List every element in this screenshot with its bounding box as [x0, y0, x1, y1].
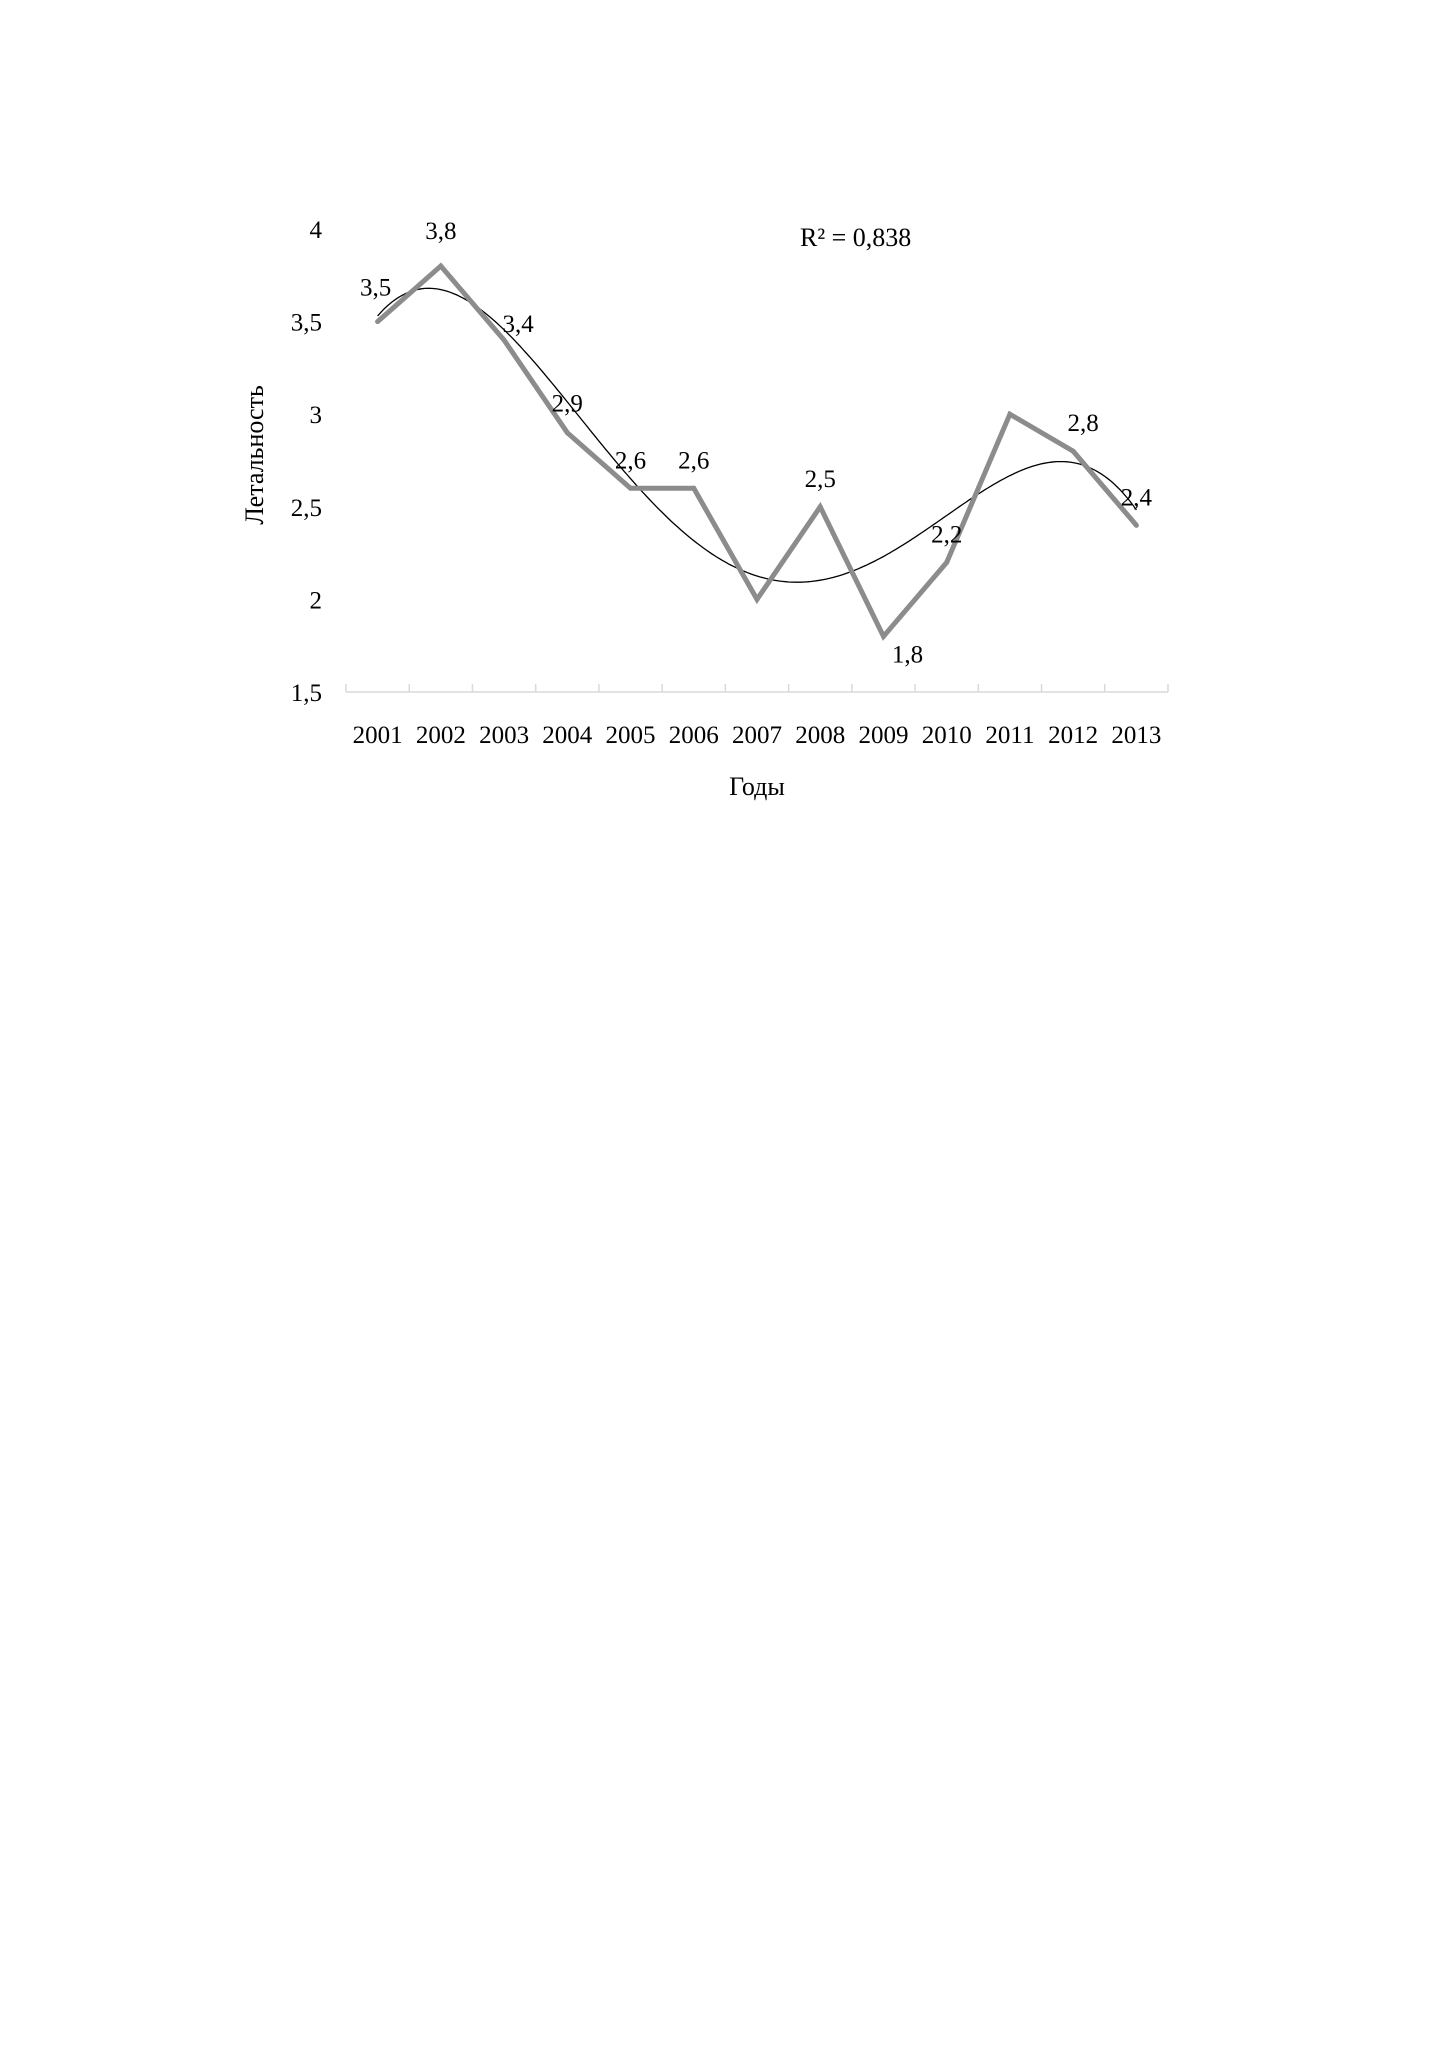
data-label: 2,6 [678, 447, 709, 474]
data-label: 2,4 [1121, 484, 1153, 511]
data-labels: 3,5 3,8 3,4 2,9 2,6 2,6 2,5 1,8 2,2 2,8 2,4 [360, 218, 1153, 668]
data-point [1133, 522, 1139, 528]
x-tick-label: 2010 [922, 722, 972, 749]
x-tick-label: 2001 [353, 722, 403, 749]
trendline [377, 287, 1137, 583]
y-tick-label: 3 [310, 402, 323, 429]
series-line [375, 262, 1139, 641]
data-point [817, 504, 823, 510]
r-squared-annotation: R² = 0,838 [800, 223, 911, 252]
y-tick-label: 4 [310, 217, 323, 244]
x-tick-label: 2012 [1048, 722, 1098, 749]
data-label: 3,8 [425, 218, 456, 245]
data-point [754, 596, 760, 602]
data-point [375, 319, 381, 325]
data-label: 3,4 [502, 311, 534, 338]
y-tick-label: 2 [310, 587, 323, 614]
data-label: 2,5 [805, 466, 836, 493]
x-tick-label: 2009 [858, 722, 908, 749]
data-label: 3,5 [360, 275, 391, 302]
data-point [880, 633, 886, 639]
data-label: 2,6 [615, 447, 646, 474]
data-point [1070, 448, 1076, 454]
data-points [375, 263, 1139, 639]
x-tick-label: 2008 [795, 722, 845, 749]
data-point [691, 485, 697, 491]
y-tick-label: 1,5 [291, 680, 322, 707]
data-point [628, 485, 634, 491]
y-tick-label: 2,5 [291, 495, 322, 522]
x-tick-label: 2011 [985, 722, 1034, 749]
data-label: 2,9 [552, 391, 583, 418]
y-axis-title: Летальность [240, 385, 269, 525]
data-point [438, 263, 444, 269]
data-point [1007, 411, 1013, 417]
x-tick-label: 2007 [732, 722, 782, 749]
data-point [944, 559, 950, 565]
data-point [501, 337, 507, 343]
x-axis-ticks: 2001 2002 2003 2004 2005 2006 2007 2008 2009 2010… [345, 684, 1169, 749]
data-point [564, 430, 570, 436]
x-tick-label: 2013 [1111, 722, 1161, 749]
data-label: 1,8 [892, 641, 923, 668]
x-tick-label: 2004 [542, 722, 593, 749]
x-tick-label: 2002 [416, 722, 466, 749]
data-label: 2,2 [931, 521, 962, 548]
data-label: 2,8 [1068, 410, 1099, 437]
x-tick-label: 2006 [669, 722, 719, 749]
x-axis-title: Годы [729, 772, 785, 801]
x-tick-label: 2003 [479, 722, 529, 749]
y-tick-label: 3,5 [291, 310, 322, 337]
x-tick-label: 2005 [606, 722, 656, 749]
y-axis-ticks: 1,5 2 2,5 3 3,5 4 [291, 217, 323, 707]
